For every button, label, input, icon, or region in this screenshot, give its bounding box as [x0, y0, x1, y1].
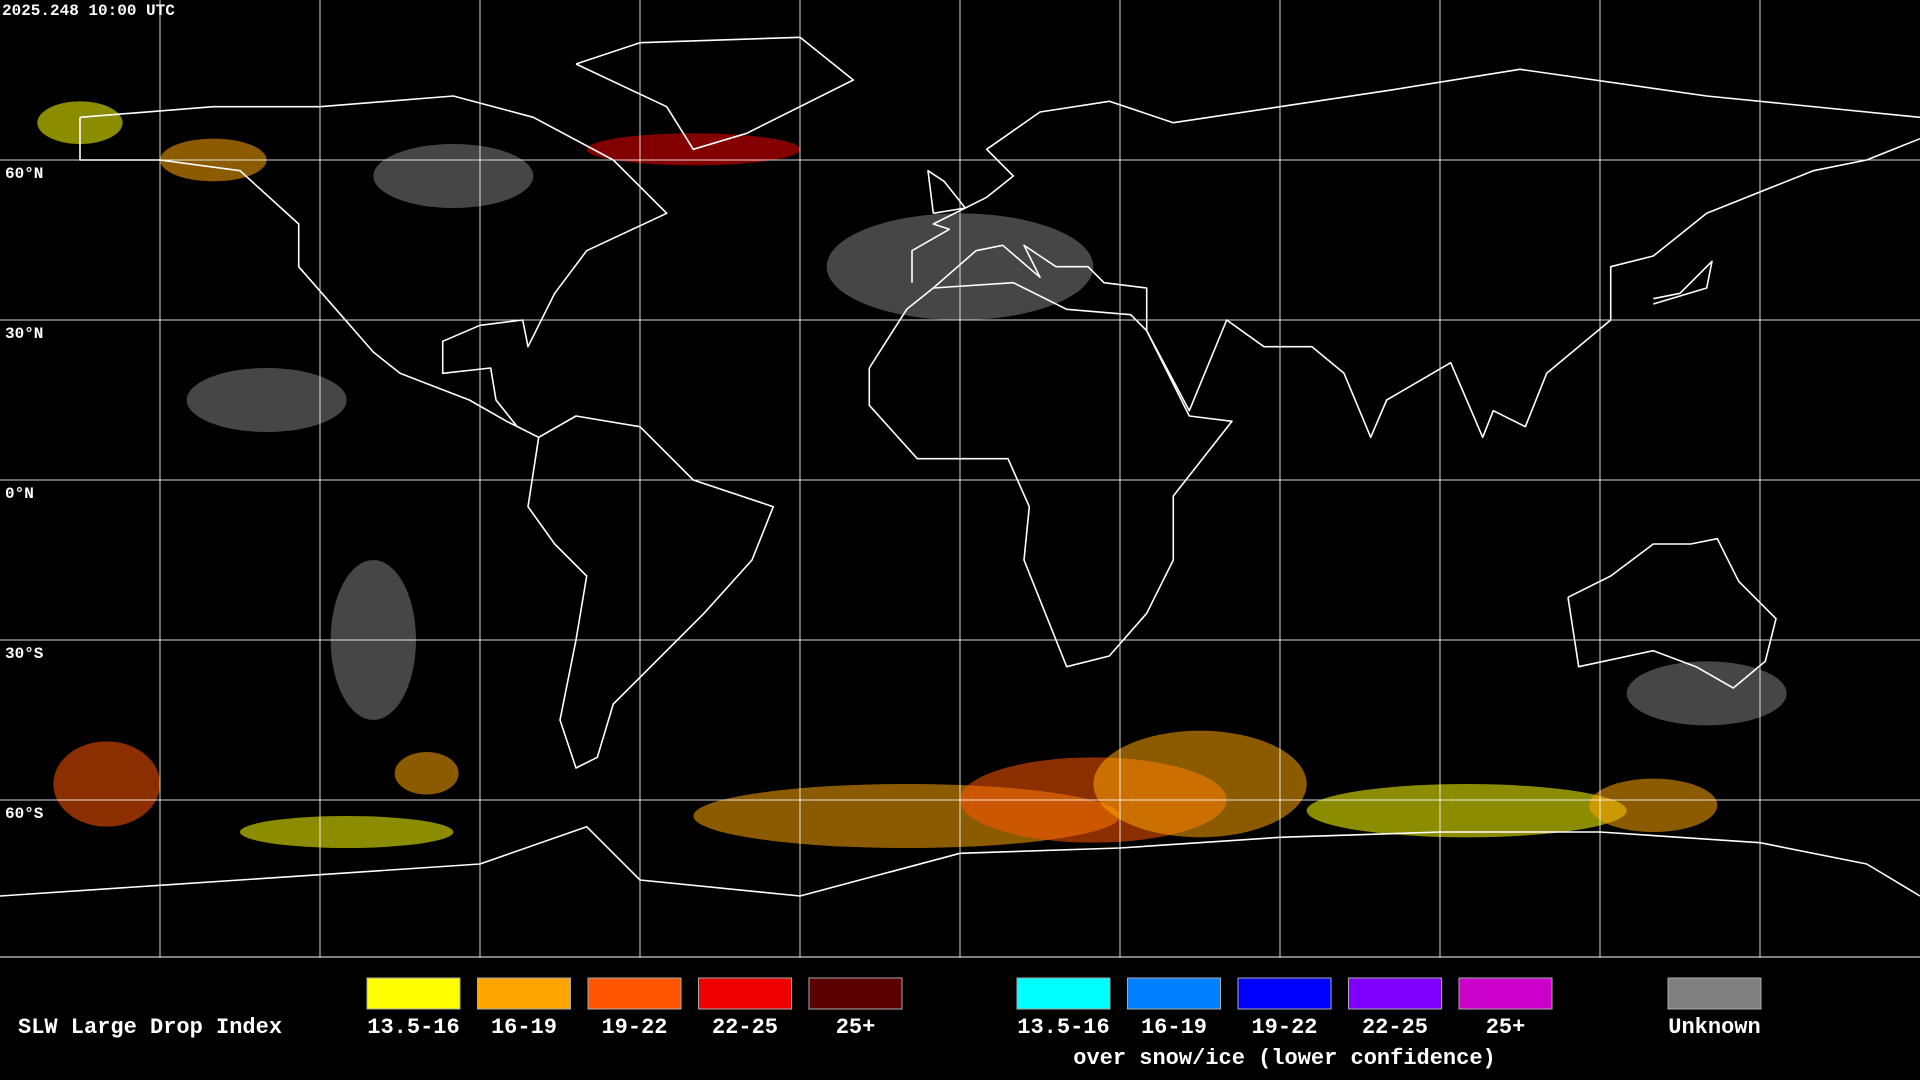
latitude-labels: 60°N 30°N 0°N 30°S 60°S — [5, 165, 44, 823]
legend-swatch — [808, 977, 903, 1010]
legend-swatch — [587, 977, 682, 1010]
legend-swatch — [366, 977, 461, 1010]
retrieval-patch — [1093, 730, 1307, 838]
retrieval-patch — [240, 816, 454, 848]
legend-label: 25+ — [1486, 1015, 1526, 1040]
coastline — [932, 137, 1920, 439]
legend-label: 19-22 — [601, 1015, 667, 1040]
coastline — [79, 95, 668, 439]
legend-label: 19-22 — [1251, 1015, 1317, 1040]
coastline — [927, 169, 967, 215]
legend-label: 25+ — [836, 1015, 876, 1040]
graticule — [0, 0, 1920, 958]
legend-label: 13.5-16 — [1017, 1015, 1109, 1040]
legend-label: 22-25 — [712, 1015, 778, 1040]
legend: SLW Large Drop Index 13.5-16 16-19 19-22 22-… — [18, 977, 1762, 1071]
retrieval-patch — [186, 368, 347, 432]
timestamp: 2025.248 10:00 UTC — [2, 2, 175, 20]
retrieval-patch — [1626, 661, 1787, 726]
legend-swatch — [1127, 977, 1221, 1010]
retrieval-patch — [373, 144, 534, 208]
coastline — [527, 415, 775, 769]
legend-swatch — [1016, 977, 1111, 1010]
legend-label: 16-19 — [491, 1015, 557, 1040]
coastline — [868, 281, 1233, 668]
data-overlay — [37, 101, 1787, 848]
retrieval-patch — [53, 741, 161, 827]
legend-swatch — [698, 977, 792, 1010]
retrieval-patch — [1589, 778, 1718, 832]
coastline — [1567, 537, 1777, 689]
legend-label: 13.5-16 — [367, 1015, 459, 1040]
coastline — [1653, 260, 1713, 305]
legend-swatch — [1348, 977, 1442, 1010]
latitude-label: 30°N — [5, 325, 43, 343]
legend-swatch — [1667, 977, 1762, 1010]
legend-swatch — [477, 977, 571, 1010]
latitude-label: 30°S — [5, 645, 44, 663]
latitude-label: 60°S — [5, 805, 44, 823]
legend-swatch — [1458, 977, 1553, 1010]
legend-title: SLW Large Drop Index — [18, 1015, 282, 1040]
latitude-label: 60°N — [5, 165, 43, 183]
coastline — [911, 68, 1920, 283]
legend-label: 22-25 — [1362, 1015, 1428, 1040]
legend-note: over snow/ice (lower confidence) — [1073, 1046, 1495, 1071]
retrieval-patch — [394, 752, 459, 795]
legend-label: 16-19 — [1141, 1015, 1207, 1040]
legend-swatch — [1237, 977, 1332, 1010]
legend-label: Unknown — [1668, 1015, 1760, 1040]
retrieval-patch — [1306, 784, 1627, 838]
latitude-label: 0°N — [5, 485, 34, 503]
